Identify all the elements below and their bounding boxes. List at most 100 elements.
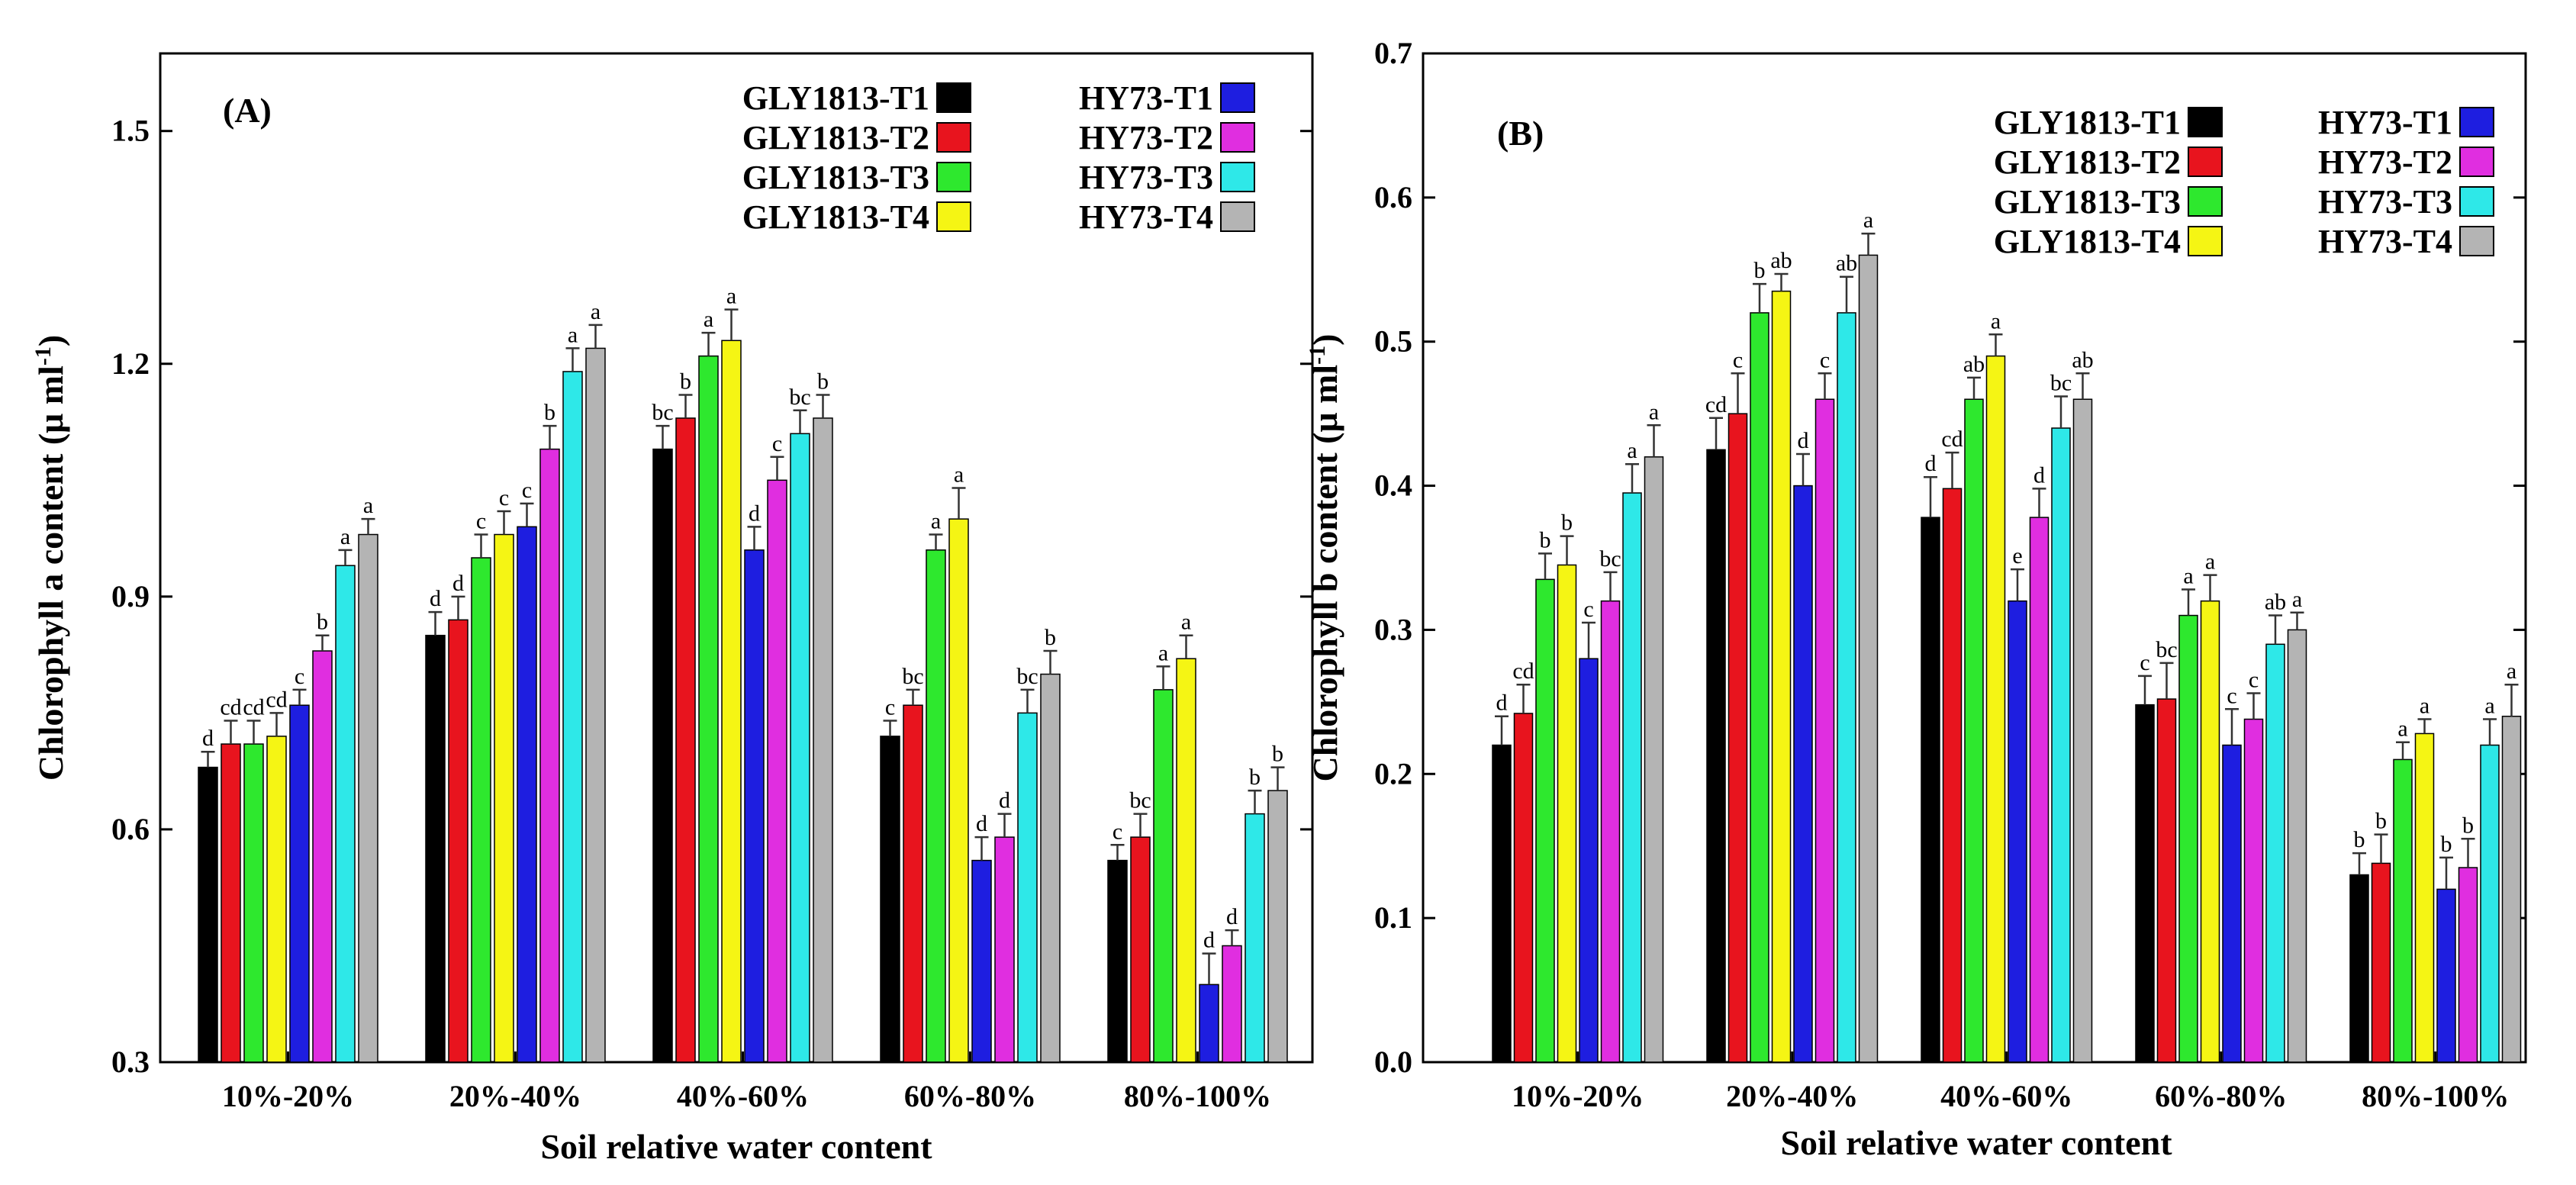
legend-swatch bbox=[936, 82, 971, 113]
significance-label: ab bbox=[1770, 248, 1792, 273]
significance-label: a bbox=[2484, 694, 2494, 719]
significance-label: b bbox=[817, 369, 829, 394]
bar bbox=[880, 736, 900, 1063]
bar bbox=[1728, 413, 1748, 1063]
x-tick-label: 60%-80% bbox=[2155, 1079, 2287, 1113]
significance-label: d bbox=[1226, 904, 1238, 929]
significance-label: d bbox=[1798, 428, 1809, 453]
bar bbox=[2287, 629, 2307, 1063]
significance-label: b bbox=[1561, 510, 1573, 536]
bar bbox=[2393, 758, 2413, 1063]
significance-label: cd bbox=[1705, 392, 1727, 417]
significance-label: c bbox=[2227, 683, 2236, 708]
bar bbox=[2222, 744, 2242, 1063]
legend-swatch bbox=[2188, 186, 2223, 217]
legend-entry-label: HY73-T3 bbox=[1079, 159, 1213, 196]
y-tick-label: 0.3 bbox=[1374, 612, 1412, 646]
bar bbox=[1706, 449, 1726, 1063]
legend-swatch bbox=[2188, 147, 2223, 177]
y-axis-title-sup-a: -1 bbox=[31, 346, 56, 365]
significance-label: a bbox=[2205, 549, 2215, 575]
significance-label: b bbox=[1540, 527, 1551, 552]
significance-label: b bbox=[544, 400, 555, 425]
significance-label: bc bbox=[1599, 546, 1621, 572]
bar bbox=[221, 743, 241, 1063]
legend-entry-label: HY73-T4 bbox=[2318, 223, 2452, 260]
bar bbox=[2480, 744, 2500, 1063]
bar bbox=[926, 549, 946, 1063]
y-tick-label: 0.3 bbox=[111, 1045, 150, 1079]
bar bbox=[721, 340, 742, 1063]
significance-label: a bbox=[2183, 564, 2193, 589]
bar bbox=[1176, 658, 1196, 1063]
significance-label: ab bbox=[1963, 352, 1985, 377]
bar bbox=[448, 619, 469, 1063]
significance-label: ab bbox=[2265, 590, 2286, 615]
legend-entry-label: HY73-T3 bbox=[2318, 183, 2452, 221]
significance-label: a bbox=[363, 493, 373, 518]
significance-label: a bbox=[1649, 399, 1659, 424]
significance-label: ab bbox=[1836, 251, 1857, 276]
bar bbox=[358, 533, 378, 1063]
significance-label: b bbox=[2375, 809, 2387, 834]
bar bbox=[289, 704, 310, 1063]
significance-label: a bbox=[1181, 610, 1191, 635]
bar bbox=[1771, 290, 1792, 1063]
legend-swatch bbox=[2188, 226, 2223, 256]
x-tick-label: 20%-40% bbox=[1726, 1079, 1858, 1113]
y-tick-label: 0.4 bbox=[1374, 469, 1412, 503]
significance-label: bc bbox=[2050, 370, 2072, 395]
significance-label: bc bbox=[1016, 664, 1038, 689]
legend-swatch bbox=[2459, 186, 2494, 217]
panel-label-a: (A) bbox=[223, 91, 272, 130]
significance-label: cd bbox=[1512, 659, 1534, 684]
bar bbox=[2243, 718, 2264, 1063]
bar bbox=[539, 448, 560, 1063]
legend-entry-label: GLY1813-T2 bbox=[1994, 143, 2181, 181]
bar bbox=[1199, 984, 1219, 1063]
significance-label: bc bbox=[652, 400, 673, 425]
significance-label: a bbox=[2292, 587, 2302, 612]
significance-label: cd bbox=[243, 695, 264, 720]
bar bbox=[698, 355, 719, 1063]
bar bbox=[562, 371, 583, 1063]
significance-label: d bbox=[430, 586, 441, 611]
significance-label: a bbox=[1991, 308, 2001, 333]
x-tick-label: 40%-60% bbox=[677, 1079, 809, 1113]
x-axis-title-a: Soil relative water content bbox=[540, 1127, 932, 1166]
significance-label: a bbox=[931, 508, 941, 533]
legend-swatch bbox=[2459, 107, 2494, 137]
significance-label: c bbox=[772, 431, 782, 456]
significance-label: b bbox=[2441, 832, 2452, 857]
bar bbox=[994, 836, 1015, 1063]
significance-label: ab bbox=[2072, 347, 2093, 372]
y-axis-title-text-a: Chlorophyll a content (μ ml bbox=[31, 365, 70, 781]
significance-label: a bbox=[340, 524, 350, 549]
bar bbox=[1267, 790, 1288, 1063]
y-tick-label: 0.0 bbox=[1374, 1045, 1412, 1079]
bar bbox=[744, 549, 765, 1063]
legend-swatch bbox=[936, 201, 971, 232]
legend-entry-label: GLY1813-T3 bbox=[1994, 183, 2181, 221]
y-tick-label: 0.9 bbox=[111, 579, 150, 613]
bar bbox=[2178, 614, 2198, 1063]
legend-swatch bbox=[2188, 107, 2223, 137]
x-tick-label: 80%-100% bbox=[1124, 1079, 1271, 1113]
bar bbox=[243, 743, 264, 1063]
bar bbox=[2051, 427, 2071, 1063]
bar bbox=[2371, 862, 2391, 1063]
bar bbox=[494, 533, 514, 1063]
significance-label: cd bbox=[266, 687, 287, 712]
significance-label: a bbox=[2397, 716, 2407, 742]
bar bbox=[1622, 492, 1642, 1063]
panel-b: (B) Soil relative water content Chloroph… bbox=[1305, 36, 2527, 1162]
x-tick-label: 80%-100% bbox=[2362, 1079, 2509, 1113]
bar bbox=[2029, 517, 2050, 1063]
bar bbox=[2349, 874, 2369, 1063]
significance-label: c bbox=[499, 485, 509, 510]
significance-label: c bbox=[1820, 347, 1830, 372]
chart-marks-0: 0.30.60.91.21.510%-20%dcd cd cdcbaa20%-40%… bbox=[111, 114, 1312, 1113]
significance-label: a bbox=[726, 284, 736, 309]
y-tick-label: 0.1 bbox=[1374, 900, 1412, 935]
